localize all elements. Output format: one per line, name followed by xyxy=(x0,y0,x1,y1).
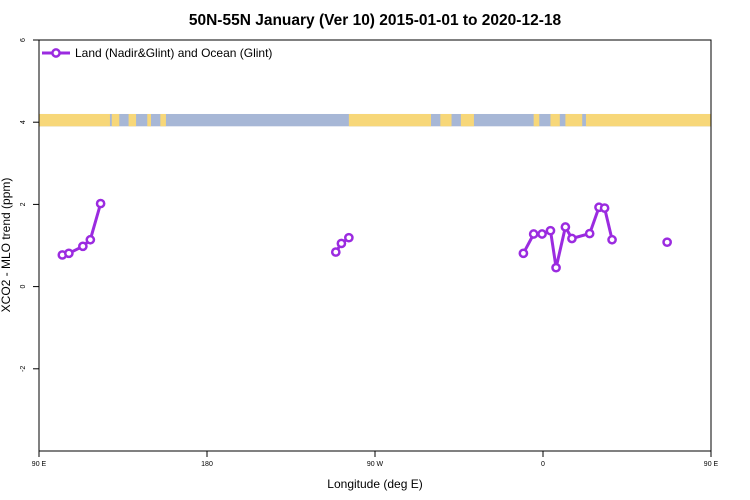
data-point xyxy=(560,222,571,232)
x-tick-label: 180 xyxy=(201,461,213,468)
data-point xyxy=(537,229,547,239)
y-axis-label: XCO2 - MLO trend (ppm) xyxy=(0,178,13,313)
series-line xyxy=(734,204,750,255)
data-point xyxy=(599,203,610,213)
land-segment xyxy=(533,113,540,127)
series-layer xyxy=(57,198,750,273)
data-point xyxy=(662,237,672,248)
data-point xyxy=(85,234,96,245)
legend: Land (Nadir&Glint) and Ocean (Glint) xyxy=(42,46,272,60)
land-segment xyxy=(128,113,137,127)
data-point xyxy=(551,262,561,273)
data-point xyxy=(584,228,595,239)
land-segment xyxy=(111,113,120,127)
legend-label: Land (Nadir&Glint) and Ocean (Glint) xyxy=(75,46,272,60)
land-segment xyxy=(39,113,110,127)
land-segment xyxy=(147,113,151,127)
data-point xyxy=(737,250,744,257)
data-point xyxy=(78,241,88,252)
data-point xyxy=(528,229,539,239)
land-segment xyxy=(565,113,583,127)
y-tick-label: 2 xyxy=(20,202,27,206)
x-axis-label: Longitude (deg E) xyxy=(327,477,422,491)
land-segment xyxy=(550,113,560,127)
y-axis: -2 0 2 4 6 xyxy=(20,38,39,372)
x-tick-label: 90 E xyxy=(32,461,47,468)
land-segment xyxy=(460,113,474,127)
x-axis: 90 E 180 90 W 0 90 E xyxy=(32,451,719,468)
y-tick-label: 4 xyxy=(20,120,27,124)
data-point xyxy=(518,248,529,259)
data-point xyxy=(336,238,347,249)
data-point xyxy=(95,198,106,209)
legend-marker xyxy=(51,48,61,58)
x-tick-label: 90 W xyxy=(367,461,384,468)
data-point xyxy=(567,233,577,244)
land-segment xyxy=(440,113,452,127)
plot-frame xyxy=(38,39,712,452)
data-point xyxy=(731,251,738,258)
data-point xyxy=(344,232,354,243)
land-segment xyxy=(348,113,431,127)
x-tick-label: 90 E xyxy=(704,461,719,468)
y-tick-label: 0 xyxy=(20,285,27,289)
data-point xyxy=(545,225,556,236)
data-point xyxy=(330,247,341,257)
y-tick-label: -2 xyxy=(20,366,27,372)
land-segment xyxy=(726,114,741,126)
data-point xyxy=(64,248,74,259)
data-point xyxy=(607,234,617,245)
land-segment xyxy=(160,113,166,127)
land-segment xyxy=(585,113,711,127)
chart-title: 50N-55N January (Ver 10) 2015-01-01 to 2… xyxy=(189,12,562,29)
x-tick-label: 0 xyxy=(541,461,545,468)
land-ocean-band xyxy=(39,113,741,127)
y-tick-label: 6 xyxy=(20,38,27,42)
